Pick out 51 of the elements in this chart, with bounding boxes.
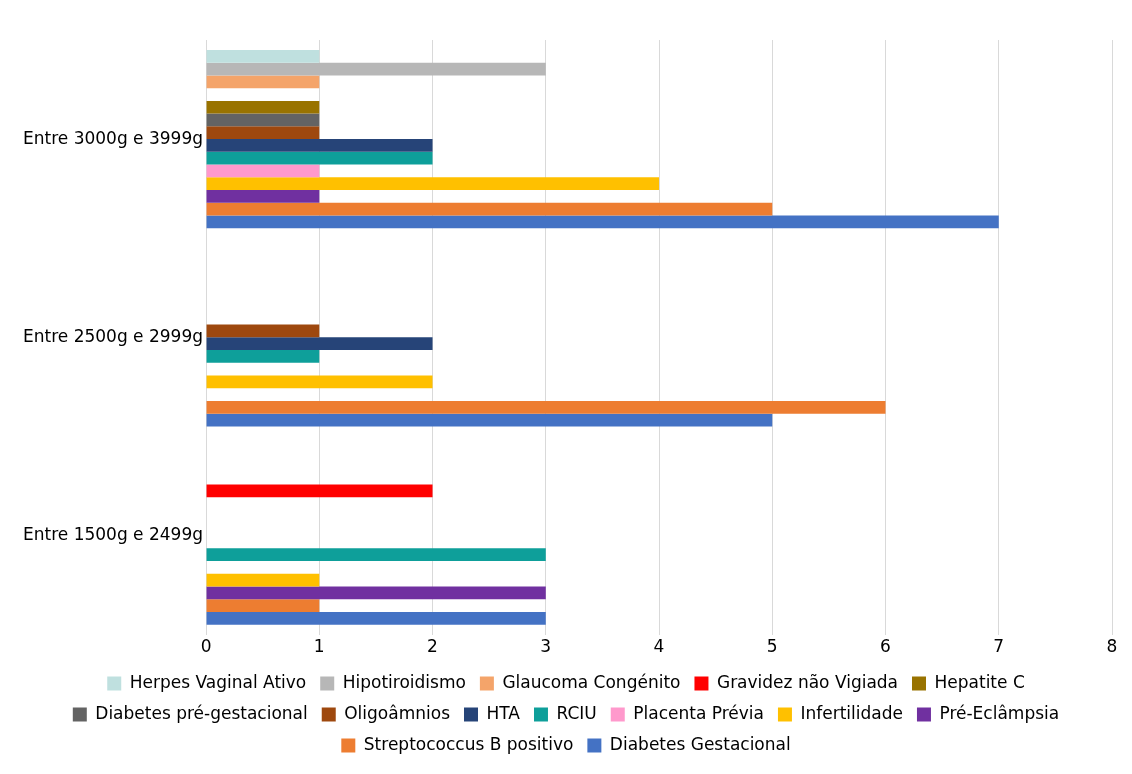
x-tick-label: 1 — [313, 636, 325, 657]
legend-label: Glaucoma Congénito — [502, 671, 681, 692]
bar — [206, 113, 320, 127]
x-tick-label: 8 — [1106, 636, 1118, 657]
legend-label: Placenta Prévia — [633, 702, 764, 723]
bar — [206, 573, 320, 587]
bar — [206, 337, 433, 351]
bar — [206, 177, 660, 191]
bar — [206, 586, 546, 600]
bar — [206, 350, 320, 363]
bar — [206, 151, 433, 165]
x-tick-label: 5 — [766, 636, 778, 657]
legend-label: HTA — [486, 702, 521, 723]
legend-label: Herpes Vaginal Ativo — [129, 671, 307, 692]
bar — [206, 324, 320, 338]
x-tick-label: 6 — [880, 636, 891, 657]
bar — [206, 139, 433, 152]
bar — [206, 164, 320, 178]
legend-label: Hepatite C — [934, 671, 1025, 692]
bar — [206, 548, 546, 561]
x-tick-label: 2 — [427, 636, 438, 657]
legend-label: Diabetes Gestacional — [609, 733, 791, 754]
x-tick-label: 3 — [540, 636, 552, 657]
legend-label: Infertilidade — [800, 702, 903, 723]
bar — [206, 202, 773, 216]
legend-label: Oligoâmnios — [344, 702, 451, 723]
bar — [206, 75, 320, 89]
bar — [206, 413, 773, 427]
bar — [206, 215, 999, 229]
x-tick-label: 4 — [653, 636, 665, 657]
bar — [206, 484, 433, 498]
legend-label: Diabetes pré-gestacional — [95, 702, 308, 723]
bar — [206, 611, 546, 625]
bar — [206, 375, 433, 389]
bar — [206, 599, 320, 612]
bar — [206, 62, 546, 76]
legend-label: Pré-Eclâmpsia — [939, 702, 1060, 723]
bar — [206, 401, 886, 414]
bar — [206, 126, 320, 140]
x-tick-label: 7 — [993, 636, 1005, 657]
y-tick-label: Entre 1500g e 2499g — [22, 523, 204, 544]
y-tick-label: Entre 2500g e 2999g — [22, 325, 204, 346]
legend-label: Hipotiroidismo — [342, 671, 466, 692]
x-tick-label: 0 — [200, 636, 212, 657]
y-tick-label: Entre 3000g e 3999g — [22, 127, 204, 148]
legend-label: Gravidez não Vigiada — [716, 671, 899, 692]
bar — [206, 49, 320, 63]
legend-label: RCIU — [556, 702, 597, 723]
bar — [206, 100, 320, 114]
legend-label: Streptococcus B positivo — [363, 733, 574, 754]
bar — [206, 190, 320, 203]
